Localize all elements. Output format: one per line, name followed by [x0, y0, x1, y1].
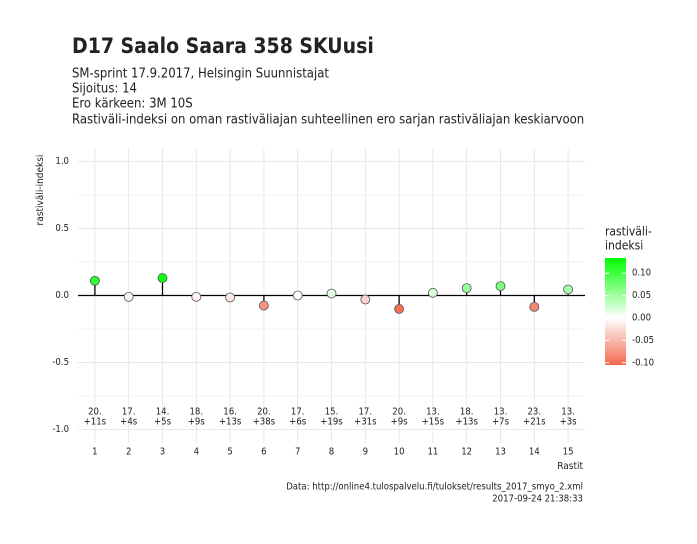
x-axis-label: Rastit [557, 461, 583, 472]
x-tick-label: 12 [461, 447, 472, 458]
legend-label: -0.05 [632, 335, 654, 346]
x-tick-label: 15 [563, 447, 574, 458]
x-tick-label: 7 [295, 447, 300, 458]
point-label: 14. [156, 407, 170, 418]
point-label: 17. [359, 407, 373, 418]
y-tick-label: -1.0 [52, 424, 69, 435]
point-label: +9s [188, 417, 206, 428]
legend-title: indeksi [605, 239, 643, 253]
point-label: +3s [560, 417, 578, 428]
point [495, 281, 506, 292]
point [90, 275, 100, 286]
point-label: +6s [289, 417, 307, 428]
caption: Data: http://online4.tulospalvelu.fi/tul… [286, 482, 583, 493]
point-label: +38s [253, 417, 276, 428]
colorbar [605, 258, 626, 365]
point-label: +13s [455, 417, 478, 428]
point-label: +11s [84, 417, 107, 428]
point-label: 16. [223, 407, 237, 418]
legend-label: -0.10 [632, 357, 654, 368]
point [563, 284, 573, 295]
point-label: 20. [88, 407, 102, 418]
point-label: 17. [122, 407, 136, 418]
caption: 2017-09-24 21:38:33 [492, 494, 583, 505]
x-tick-label: 10 [394, 447, 405, 458]
subtitle: SM-sprint 17.9.2017, Helsingin Suunnista… [72, 67, 329, 82]
y-tick-label: 0.5 [55, 223, 69, 234]
x-tick-label: 9 [363, 447, 368, 458]
x-tick-label: 8 [329, 447, 334, 458]
x-tick-label: 3 [160, 447, 165, 458]
point-label: 20. [392, 407, 406, 418]
point [157, 273, 168, 283]
point-label: 15. [325, 407, 339, 418]
y-tick-label: -0.5 [52, 357, 69, 368]
point [360, 294, 371, 305]
point-label: +9s [391, 417, 409, 428]
point [427, 287, 438, 298]
point [123, 291, 134, 302]
point-label: 20. [257, 407, 271, 418]
point-label: +7s [492, 417, 510, 428]
x-tick-label: 4 [194, 447, 199, 458]
point-label: +19s [320, 417, 343, 428]
point [529, 301, 540, 312]
point-label: 23. [528, 407, 542, 418]
subtitle: Sijoitus: 14 [72, 82, 137, 97]
x-tick-label: 2 [126, 447, 131, 458]
point-label: +4s [120, 417, 138, 428]
subtitle: Rastiväli-indeksi on oman rastiväliajan … [72, 113, 584, 128]
point [191, 291, 202, 302]
legend-label: 0.00 [632, 312, 651, 323]
point [326, 288, 337, 299]
point-label: 13. [561, 407, 575, 418]
x-tick-label: 11 [427, 447, 438, 458]
point-label: +5s [154, 417, 172, 428]
point [461, 283, 472, 294]
point-label: +31s [354, 417, 377, 428]
point [394, 304, 405, 314]
point-label: 13. [426, 407, 440, 418]
x-tick-label: 1 [92, 447, 97, 458]
point-label: 13. [494, 407, 508, 418]
x-tick-label: 14 [529, 447, 540, 458]
legend-title: rastiväli- [605, 225, 652, 239]
subtitle: Ero kärkeen: 3M 10S [72, 97, 193, 112]
point-label: +13s [219, 417, 242, 428]
point-label: 17. [291, 407, 305, 418]
point [258, 300, 269, 311]
point-label: +15s [422, 417, 445, 428]
y-tick-label: 1.0 [55, 156, 69, 167]
legend-label: 0.10 [632, 268, 651, 279]
point-label: +21s [523, 417, 546, 428]
x-tick-label: 6 [261, 447, 266, 458]
x-tick-label: 13 [495, 447, 506, 458]
point [225, 292, 236, 303]
y-tick-label: 0.0 [55, 290, 69, 301]
point [292, 290, 303, 301]
point-label: 18. [460, 407, 474, 418]
point-label: 18. [190, 407, 204, 418]
legend-label: 0.05 [632, 290, 651, 301]
x-tick-label: 5 [227, 447, 232, 458]
chart-title: D17 Saalo Saara 358 SKUusi [72, 34, 374, 58]
y-axis-label: rastiväli-indeksi [35, 155, 46, 226]
